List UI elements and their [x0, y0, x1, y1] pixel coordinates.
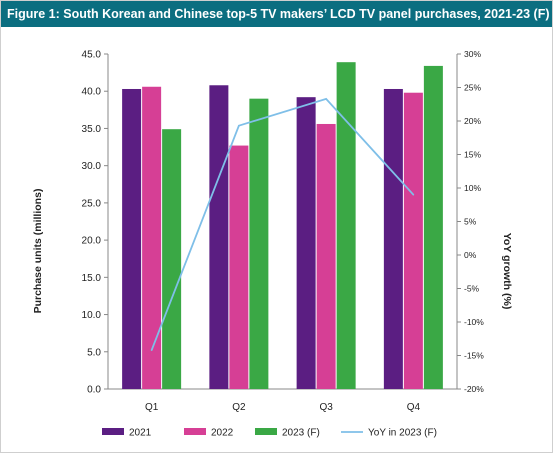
yoy-point	[150, 349, 153, 351]
bar-2021-q3	[296, 97, 316, 389]
bars-group: Q1 Q2 Q3 Q4	[122, 62, 443, 413]
legend-label: 2022	[211, 428, 234, 439]
y2-tick-label: -10%	[464, 317, 484, 327]
legend-swatch	[184, 428, 206, 435]
bar-2021-q1	[122, 88, 142, 389]
y-tick-label: 45.0	[82, 50, 102, 61]
y-tick-label: 10.0	[82, 310, 102, 321]
legend-swatch	[255, 428, 277, 435]
y2-axis-label: YoY growth (%)	[501, 233, 513, 310]
x-category-label: Q3	[319, 402, 333, 413]
legend-swatch	[102, 428, 124, 435]
bar-2023-f--q1	[162, 129, 182, 389]
y-tick-label: 40.0	[82, 87, 102, 98]
chart-title: Figure 1: South Korean and Chinese top-5…	[1, 1, 552, 27]
y-tick-label: 35.0	[82, 124, 102, 135]
y2-tick-label: 5%	[464, 217, 477, 227]
x-category-label: Q2	[232, 402, 246, 413]
bar-2022-q3	[316, 123, 336, 389]
y2-tick-label: 10%	[464, 183, 481, 193]
x-category-label: Q4	[407, 402, 421, 413]
y2-tick-label: 0%	[464, 250, 477, 260]
legend-label: YoY in 2023 (F)	[368, 428, 437, 439]
bar-2023-f--q4	[423, 65, 443, 390]
y2-tick-label: 15%	[464, 150, 481, 160]
bar-2021-q2	[209, 85, 229, 390]
yoy-line-group	[150, 97, 415, 351]
y-tick-label: 25.0	[82, 198, 102, 209]
yoy-point	[325, 98, 327, 100]
legend-label: 2021	[129, 428, 152, 439]
legend-label: 2023 (F)	[282, 428, 320, 439]
axes-group: 0.0 5.0 10.0 15.0 20.0 25.0 30.0 35.0 40.0 45.0 -2…	[82, 49, 485, 396]
y-tick-label: 20.0	[82, 236, 102, 247]
y-tick-label: 0.0	[87, 385, 101, 396]
y2-tick-label: -15%	[464, 351, 484, 361]
y-tick-label: 30.0	[82, 161, 102, 172]
y2-tick-label: 20%	[464, 116, 481, 126]
yoy-point	[238, 124, 240, 127]
y2-tick-label: -5%	[464, 284, 480, 294]
y-tick-label: 15.0	[82, 273, 102, 284]
bar-2022-q1	[142, 86, 162, 389]
yoy-point	[412, 193, 415, 196]
y2-tick-label: 25%	[464, 83, 481, 93]
y2-tick-label: -20%	[464, 384, 484, 394]
y-axis-label: Purchase units (millions)	[32, 189, 44, 314]
yoy-line	[150, 97, 415, 351]
bar-2021-q4	[383, 88, 403, 389]
bar-2023-f--q2	[249, 98, 269, 390]
x-category-label: Q1	[145, 402, 159, 413]
bar-2023-f--q3	[336, 62, 356, 389]
bar-2022-q2	[229, 145, 249, 389]
legend: 2021 2022 2023 (F) YoY in 2023 (F)	[102, 428, 437, 439]
y2-tick-label: 30%	[464, 49, 481, 59]
axis-labels-group: Purchase units (millions) YoY growth (%)	[32, 189, 513, 314]
bar-2022-q4	[403, 92, 423, 389]
y-tick-label: 5.0	[87, 347, 101, 358]
